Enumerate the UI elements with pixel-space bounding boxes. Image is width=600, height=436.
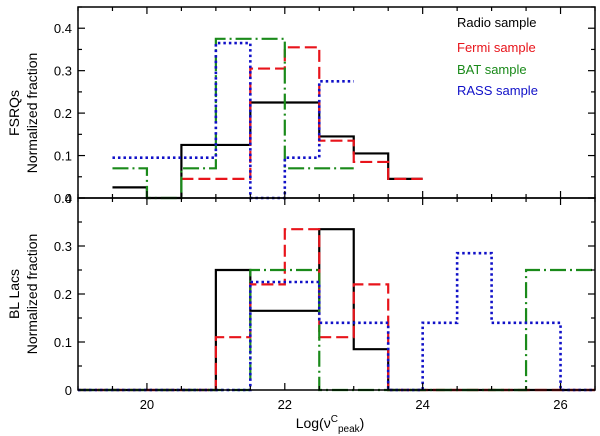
y-axis-label-bl-lacs: BL Lacs Normalized fraction xyxy=(6,234,40,355)
plot-frame-bl-lacs xyxy=(77,197,596,391)
y-tick-label-bl-lacs: 0.2 xyxy=(54,287,72,302)
y-tick-label-fsrqs: 0 xyxy=(65,191,72,206)
legend-entry-rass: RASS sample xyxy=(457,83,538,98)
y-tick-label-bl-lacs: 0.1 xyxy=(54,335,72,350)
x-label-part-sub: peak xyxy=(338,424,361,435)
panel-fsrqs: 0 0.1 0.2 0.3 0.4 xyxy=(54,6,596,206)
x-label-part-close: ) xyxy=(360,415,365,431)
y-tick-label-bl-lacs: 0.4 xyxy=(54,191,72,206)
series-fermi-fsrqs xyxy=(181,46,423,180)
legend-entry-radio: Radio sample xyxy=(457,15,537,30)
y-tick-label-fsrqs: 0.3 xyxy=(54,64,72,79)
y-tick-label-fsrqs: 0.2 xyxy=(54,106,72,121)
y-tick-label-fsrqs: 0.4 xyxy=(54,21,72,36)
y-tick-label-bl-lacs: 0.3 xyxy=(54,239,72,254)
series-bat-bl-lacs xyxy=(78,268,595,392)
legend-entry-bat: BAT sample xyxy=(457,62,527,77)
y-axis-label-fsrqs: FSRQs Normalized fraction xyxy=(6,53,40,174)
legend-entry-fermi: Fermi sample xyxy=(457,40,536,55)
y-tick-label-fsrqs: 0.1 xyxy=(54,149,72,164)
series-rass-bl-lacs xyxy=(78,251,595,392)
y-label-bl-lacs-line1: BL Lacs xyxy=(6,269,22,319)
y-label-bl-lacs-line2: Normalized fraction xyxy=(24,234,40,355)
x-tick-label: 24 xyxy=(415,397,429,412)
series-bat-fsrqs xyxy=(112,37,354,200)
series-radio-bl-lacs xyxy=(78,228,595,392)
x-label-part-sup: C xyxy=(331,414,338,425)
x-axis-label: Log(νCpeak) xyxy=(296,414,365,435)
series-radio-fsrqs xyxy=(112,101,423,200)
series-rass-fsrqs xyxy=(112,41,354,200)
x-tick-label: 20 xyxy=(140,397,154,412)
x-tick-label: 22 xyxy=(278,397,292,412)
y-tick-label-bl-lacs: 0 xyxy=(65,383,72,398)
legend: Radio sample Fermi sample BAT sample RAS… xyxy=(457,15,538,98)
series-fermi-bl-lacs xyxy=(78,228,595,392)
y-label-fsrqs-line2: Normalized fraction xyxy=(24,53,40,174)
plot-frame-fsrqs xyxy=(77,6,596,199)
x-label-part-log: Log(ν xyxy=(296,415,331,431)
x-tick-label: 26 xyxy=(553,397,567,412)
panel-bl-lacs: 0 0.1 0.2 0.3 0.4 20 22 24 26 xyxy=(54,191,596,412)
y-label-fsrqs-line1: FSRQs xyxy=(6,90,22,136)
